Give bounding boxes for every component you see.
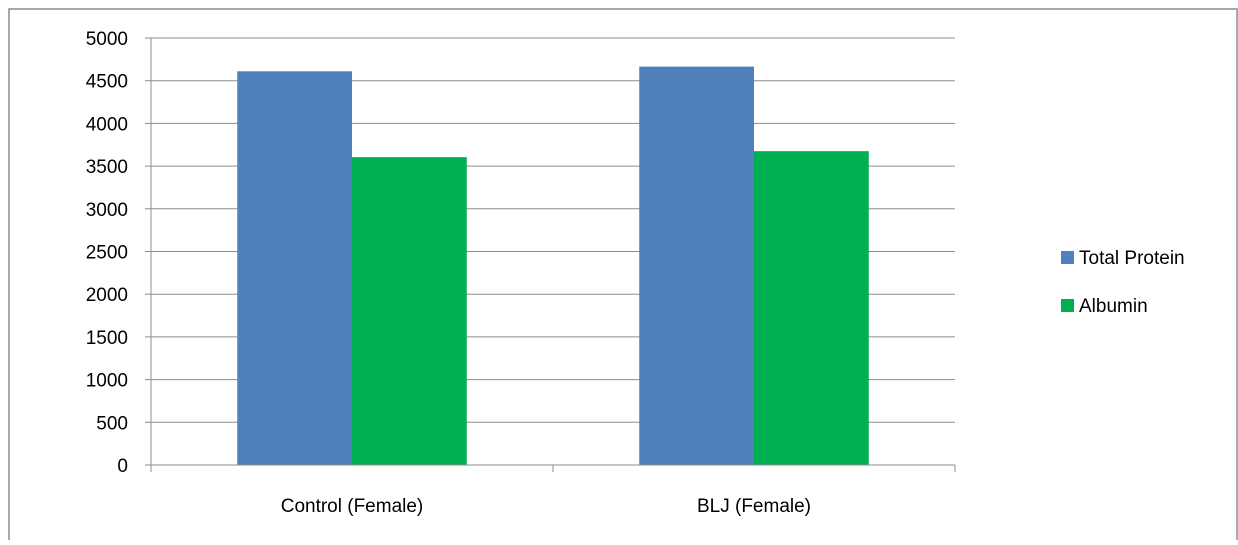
legend-label: Total Protein <box>1079 248 1185 269</box>
y-tick-label: 3000 <box>86 200 128 221</box>
y-tick-label: 5000 <box>86 29 128 50</box>
axes: 0 500 1000 1500 2000 2500 3000 3500 4000 4500 5000… <box>86 29 956 517</box>
y-tick-label: 2000 <box>86 285 128 306</box>
bar-total-protein <box>639 66 754 465</box>
legend: Total Protein Albumin <box>1061 248 1185 317</box>
y-tick-label: 4000 <box>86 114 128 135</box>
y-tick-label: 1500 <box>86 328 128 349</box>
y-tick-label: 0 <box>117 456 128 477</box>
bar-total-protein <box>237 71 352 465</box>
bar-albumin <box>754 151 869 465</box>
bars <box>237 66 869 465</box>
y-tick-label: 500 <box>96 413 128 434</box>
x-category-label: Control (Female) <box>281 496 424 517</box>
y-tick-label: 1000 <box>86 371 128 392</box>
x-category-label: BLJ (Female) <box>697 496 811 517</box>
legend-swatch <box>1061 251 1074 264</box>
y-tick-label: 3500 <box>86 157 128 178</box>
y-tick-label: 2500 <box>86 243 128 264</box>
legend-swatch <box>1061 299 1074 312</box>
y-tick-label: 4500 <box>86 72 128 93</box>
legend-label: Albumin <box>1079 296 1148 317</box>
bar-albumin <box>352 157 467 465</box>
chart-border <box>8 8 1238 545</box>
